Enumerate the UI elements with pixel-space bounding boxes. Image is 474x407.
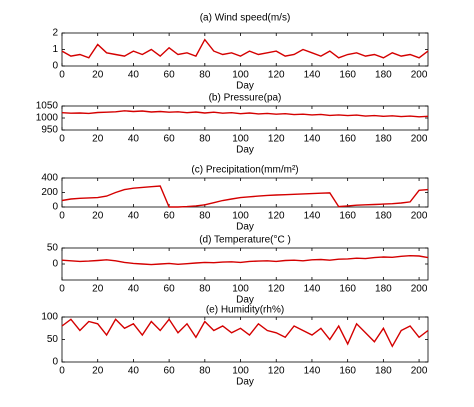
- panel-title: (e) Humidity(rh%): [206, 305, 284, 316]
- x-tick-label: 200: [411, 70, 428, 81]
- data-line: [61, 185, 429, 208]
- x-tick-label: 80: [199, 366, 211, 377]
- x-tick-label: 160: [339, 284, 356, 295]
- x-tick-label: 20: [92, 70, 104, 81]
- x-axis-label: Day: [236, 295, 254, 306]
- x-tick-label: 40: [128, 211, 140, 222]
- x-tick-label: 60: [164, 70, 176, 81]
- x-tick-label: 160: [339, 211, 356, 222]
- x-tick-label: 180: [375, 70, 392, 81]
- x-tick-label: 160: [339, 366, 356, 377]
- x-tick-label: 80: [199, 211, 211, 222]
- y-tick-label: 50: [47, 243, 59, 254]
- plot-frame: [61, 105, 429, 131]
- x-tick-label: 120: [268, 284, 285, 295]
- x-tick-label: 100: [232, 211, 249, 222]
- x-tick-label: 60: [164, 284, 176, 295]
- x-tick-label: 140: [304, 70, 321, 81]
- x-tick-label: 100: [232, 70, 249, 81]
- x-axis-label: Day: [236, 81, 254, 92]
- x-tick-label: 120: [268, 134, 285, 145]
- x-tick-label: 200: [411, 366, 428, 377]
- x-tick-label: 140: [304, 211, 321, 222]
- x-tick-label: 140: [304, 366, 321, 377]
- y-tick-label: 200: [41, 187, 58, 198]
- x-tick-label: 100: [232, 284, 249, 295]
- x-tick-label: 180: [375, 134, 392, 145]
- panel-title: (a) Wind speed(m/s): [200, 13, 291, 24]
- x-tick-label: 120: [268, 366, 285, 377]
- x-tick-label: 180: [375, 366, 392, 377]
- x-tick-label: 60: [164, 211, 176, 222]
- y-tick-label: 1050: [36, 101, 59, 112]
- y-tick-label: 0: [52, 61, 58, 72]
- x-tick-label: 0: [59, 211, 65, 222]
- x-tick-label: 180: [375, 211, 392, 222]
- panel-title: (b) Pressure(pa): [209, 93, 282, 104]
- x-tick-label: 0: [59, 366, 65, 377]
- x-tick-label: 140: [304, 284, 321, 295]
- y-tick-label: 1: [52, 44, 58, 55]
- x-tick-label: 0: [59, 134, 65, 145]
- x-tick-label: 200: [411, 211, 428, 222]
- data-line: [61, 110, 429, 118]
- x-tick-label: 80: [199, 70, 211, 81]
- x-tick-label: 120: [268, 70, 285, 81]
- x-tick-label: 180: [375, 284, 392, 295]
- x-tick-label: 40: [128, 134, 140, 145]
- y-tick-label: 2: [52, 28, 58, 39]
- x-tick-label: 100: [232, 366, 249, 377]
- y-tick-label: 950: [41, 125, 58, 136]
- y-tick-label: 0: [52, 202, 58, 213]
- x-tick-label: 200: [411, 134, 428, 145]
- plot-frame: [61, 32, 429, 67]
- x-tick-label: 20: [92, 134, 104, 145]
- x-tick-label: 140: [304, 134, 321, 145]
- y-tick-label: 0: [52, 259, 58, 270]
- data-line: [61, 38, 429, 59]
- y-tick-label: 400: [41, 173, 58, 184]
- x-tick-label: 40: [128, 366, 140, 377]
- x-tick-label: 200: [411, 284, 428, 295]
- y-tick-label: 50: [47, 334, 59, 345]
- x-axis-label: Day: [236, 377, 254, 388]
- data-line: [61, 318, 429, 348]
- x-tick-label: 20: [92, 211, 104, 222]
- x-tick-label: 120: [268, 211, 285, 222]
- x-tick-label: 0: [59, 284, 65, 295]
- x-tick-label: 80: [199, 134, 211, 145]
- x-tick-label: 160: [339, 134, 356, 145]
- y-tick-label: 100: [41, 312, 58, 323]
- x-tick-label: 100: [232, 134, 249, 145]
- x-tick-label: 80: [199, 284, 211, 295]
- x-tick-label: 40: [128, 284, 140, 295]
- y-tick-label: 1000: [36, 113, 59, 124]
- data-line: [61, 254, 429, 266]
- panel-title: (c) Precipitation(mm/m²): [191, 165, 298, 176]
- y-tick-label: 0: [52, 357, 58, 368]
- x-tick-label: 60: [164, 134, 176, 145]
- x-tick-label: 160: [339, 70, 356, 81]
- x-tick-label: 60: [164, 366, 176, 377]
- x-tick-label: 40: [128, 70, 140, 81]
- x-tick-label: 0: [59, 70, 65, 81]
- x-axis-label: Day: [236, 222, 254, 233]
- panel-title: (d) Temperature(°C ): [199, 235, 291, 246]
- x-axis-label: Day: [236, 145, 254, 156]
- plot-frame: [61, 247, 429, 281]
- x-tick-label: 20: [92, 366, 104, 377]
- x-tick-label: 20: [92, 284, 104, 295]
